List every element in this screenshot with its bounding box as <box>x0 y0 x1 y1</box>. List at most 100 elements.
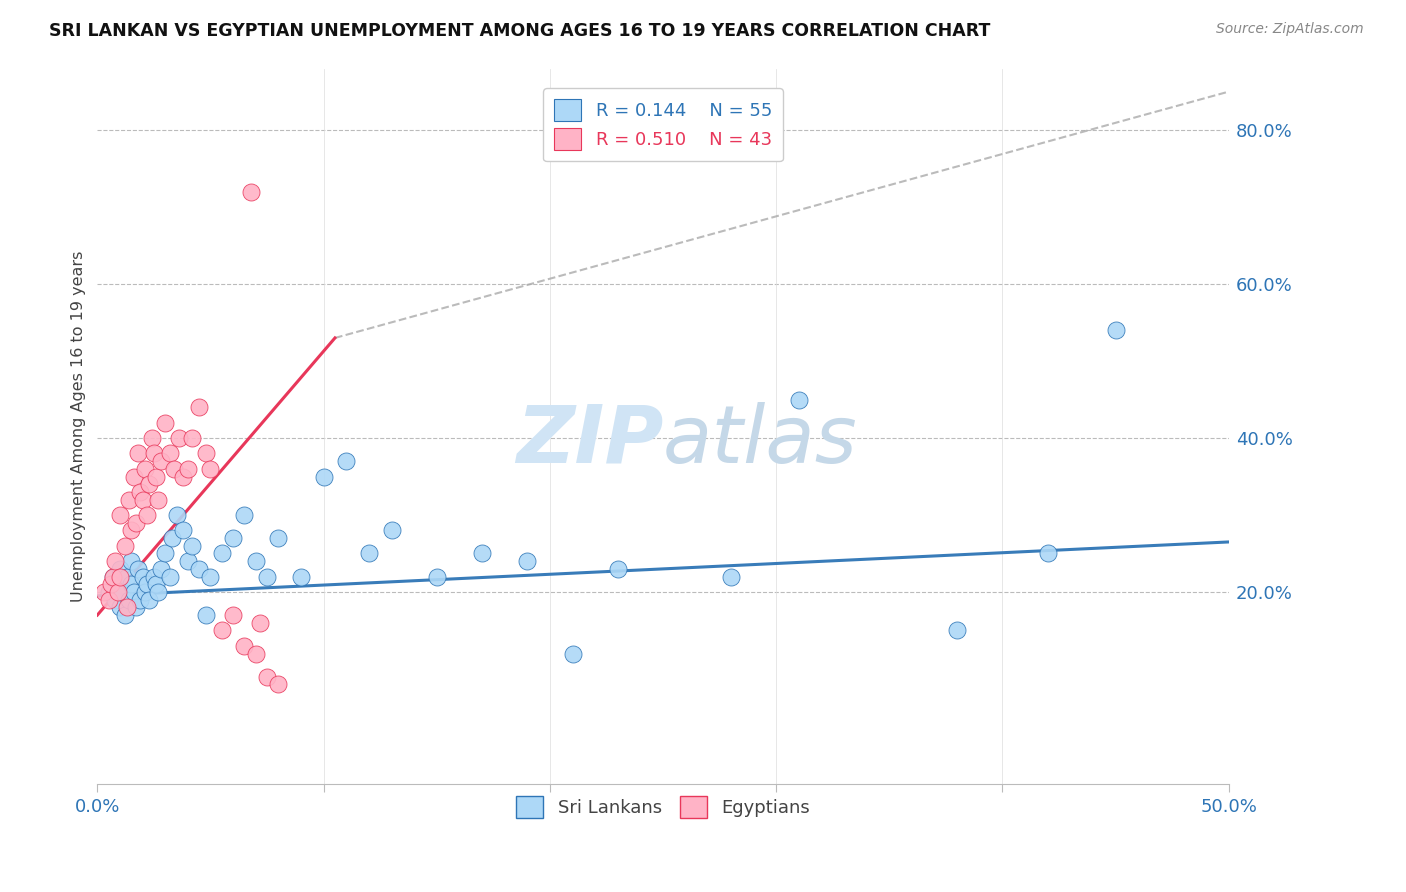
Point <box>125 516 148 530</box>
Point <box>177 462 200 476</box>
Point <box>145 577 167 591</box>
Point <box>222 531 245 545</box>
Point <box>211 547 233 561</box>
Point <box>245 554 267 568</box>
Point <box>357 547 380 561</box>
Text: Source: ZipAtlas.com: Source: ZipAtlas.com <box>1216 22 1364 37</box>
Point <box>561 647 583 661</box>
Point <box>134 585 156 599</box>
Text: ZIP: ZIP <box>516 401 664 480</box>
Point <box>108 600 131 615</box>
Point <box>233 508 256 522</box>
Point <box>141 431 163 445</box>
Legend: Sri Lankans, Egyptians: Sri Lankans, Egyptians <box>509 789 817 825</box>
Point <box>97 585 120 599</box>
Point <box>129 592 152 607</box>
Point <box>100 577 122 591</box>
Point <box>335 454 357 468</box>
Point <box>107 585 129 599</box>
Point <box>114 608 136 623</box>
Point <box>188 562 211 576</box>
Point <box>103 569 125 583</box>
Point <box>108 508 131 522</box>
Point <box>1104 323 1126 337</box>
Point <box>93 585 115 599</box>
Point <box>188 401 211 415</box>
Point <box>211 624 233 638</box>
Point <box>111 585 134 599</box>
Point <box>194 446 217 460</box>
Point <box>245 647 267 661</box>
Point <box>138 477 160 491</box>
Point <box>166 508 188 522</box>
Point <box>256 670 278 684</box>
Point <box>145 469 167 483</box>
Point <box>267 531 290 545</box>
Point <box>103 569 125 583</box>
Point <box>104 554 127 568</box>
Point <box>516 554 538 568</box>
Text: atlas: atlas <box>664 401 858 480</box>
Point <box>240 185 263 199</box>
Point <box>155 416 177 430</box>
Point <box>720 569 742 583</box>
Point <box>471 547 494 561</box>
Point <box>129 484 152 499</box>
Point <box>148 492 170 507</box>
Point <box>138 592 160 607</box>
Point <box>159 446 181 460</box>
Point <box>107 577 129 591</box>
Point <box>290 569 312 583</box>
Point <box>122 469 145 483</box>
Point <box>181 539 204 553</box>
Point <box>108 569 131 583</box>
Point <box>267 677 290 691</box>
Point <box>177 554 200 568</box>
Point <box>142 446 165 460</box>
Point <box>233 639 256 653</box>
Point <box>136 577 159 591</box>
Point <box>118 592 141 607</box>
Point <box>181 431 204 445</box>
Point <box>200 569 222 583</box>
Point <box>194 608 217 623</box>
Point <box>160 531 183 545</box>
Point <box>155 547 177 561</box>
Point <box>118 492 141 507</box>
Text: SRI LANKAN VS EGYPTIAN UNEMPLOYMENT AMONG AGES 16 TO 19 YEARS CORRELATION CHART: SRI LANKAN VS EGYPTIAN UNEMPLOYMENT AMON… <box>49 22 991 40</box>
Point <box>167 431 190 445</box>
Point <box>114 539 136 553</box>
Point <box>606 562 628 576</box>
Point <box>149 562 172 576</box>
Point <box>134 462 156 476</box>
Point <box>159 569 181 583</box>
Y-axis label: Unemployment Among Ages 16 to 19 years: Unemployment Among Ages 16 to 19 years <box>72 251 86 602</box>
Point <box>131 492 153 507</box>
Point <box>127 562 149 576</box>
Point <box>312 469 335 483</box>
Point <box>115 600 138 615</box>
Point <box>172 524 194 538</box>
Point <box>172 469 194 483</box>
Point <box>222 608 245 623</box>
Point <box>120 577 142 591</box>
Point <box>136 508 159 522</box>
Point <box>380 524 402 538</box>
Point <box>108 562 131 576</box>
Point <box>148 585 170 599</box>
Point <box>249 615 271 630</box>
Point <box>200 462 222 476</box>
Point <box>149 454 172 468</box>
Point <box>426 569 449 583</box>
Point <box>120 524 142 538</box>
Point <box>142 569 165 583</box>
Point <box>97 592 120 607</box>
Point <box>163 462 186 476</box>
Point <box>104 592 127 607</box>
Point <box>131 569 153 583</box>
Point <box>1036 547 1059 561</box>
Point <box>120 554 142 568</box>
Point <box>127 446 149 460</box>
Point <box>122 585 145 599</box>
Point <box>125 600 148 615</box>
